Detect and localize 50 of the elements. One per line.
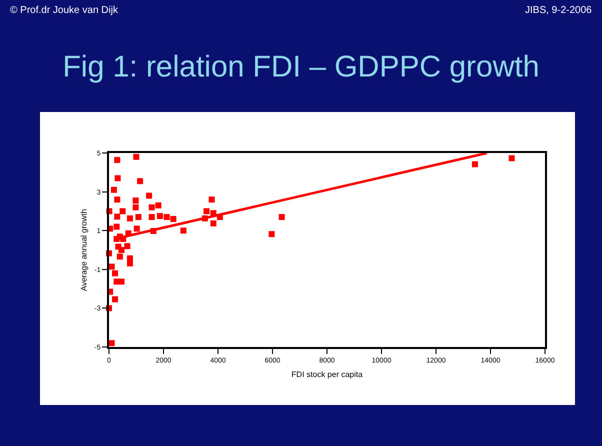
point xyxy=(125,230,132,236)
point xyxy=(132,198,139,204)
point xyxy=(202,215,208,222)
point xyxy=(170,216,176,222)
point xyxy=(114,278,120,285)
point xyxy=(155,202,162,208)
point xyxy=(508,155,515,162)
point xyxy=(112,270,118,276)
point xyxy=(120,236,126,242)
point xyxy=(132,204,139,210)
point xyxy=(164,214,170,220)
point xyxy=(210,210,216,216)
point xyxy=(268,231,275,238)
point xyxy=(108,264,115,270)
point xyxy=(150,228,156,234)
point xyxy=(148,214,155,220)
point xyxy=(110,186,117,193)
point xyxy=(134,226,140,232)
point xyxy=(216,214,223,220)
point xyxy=(114,156,120,163)
point xyxy=(278,214,285,220)
y-axis-title: Average annual growth xyxy=(80,208,89,292)
point xyxy=(112,296,118,302)
point xyxy=(126,215,133,222)
point xyxy=(114,175,121,182)
point xyxy=(116,254,123,260)
point xyxy=(114,224,120,230)
point xyxy=(114,214,120,220)
point xyxy=(180,228,186,234)
point xyxy=(148,204,155,210)
point xyxy=(208,196,215,203)
point xyxy=(120,208,126,214)
point xyxy=(118,247,125,253)
point xyxy=(114,196,120,203)
point xyxy=(156,213,163,220)
text: JIBS, 9-2-2006 xyxy=(525,5,592,16)
point xyxy=(146,192,152,199)
point xyxy=(135,214,142,220)
point xyxy=(108,340,115,346)
point xyxy=(210,220,216,226)
point xyxy=(472,161,478,168)
text: © Prof.dr Jouke van Dijk xyxy=(10,5,119,16)
x-axis-title: FDI stock per capita xyxy=(291,370,364,379)
point xyxy=(137,178,144,184)
point xyxy=(204,208,210,214)
point xyxy=(126,260,133,266)
chart-title: Fig 1: relation FDI – GDPPC growth xyxy=(62,50,540,84)
point xyxy=(114,236,120,242)
point xyxy=(133,154,140,160)
point xyxy=(124,243,130,250)
